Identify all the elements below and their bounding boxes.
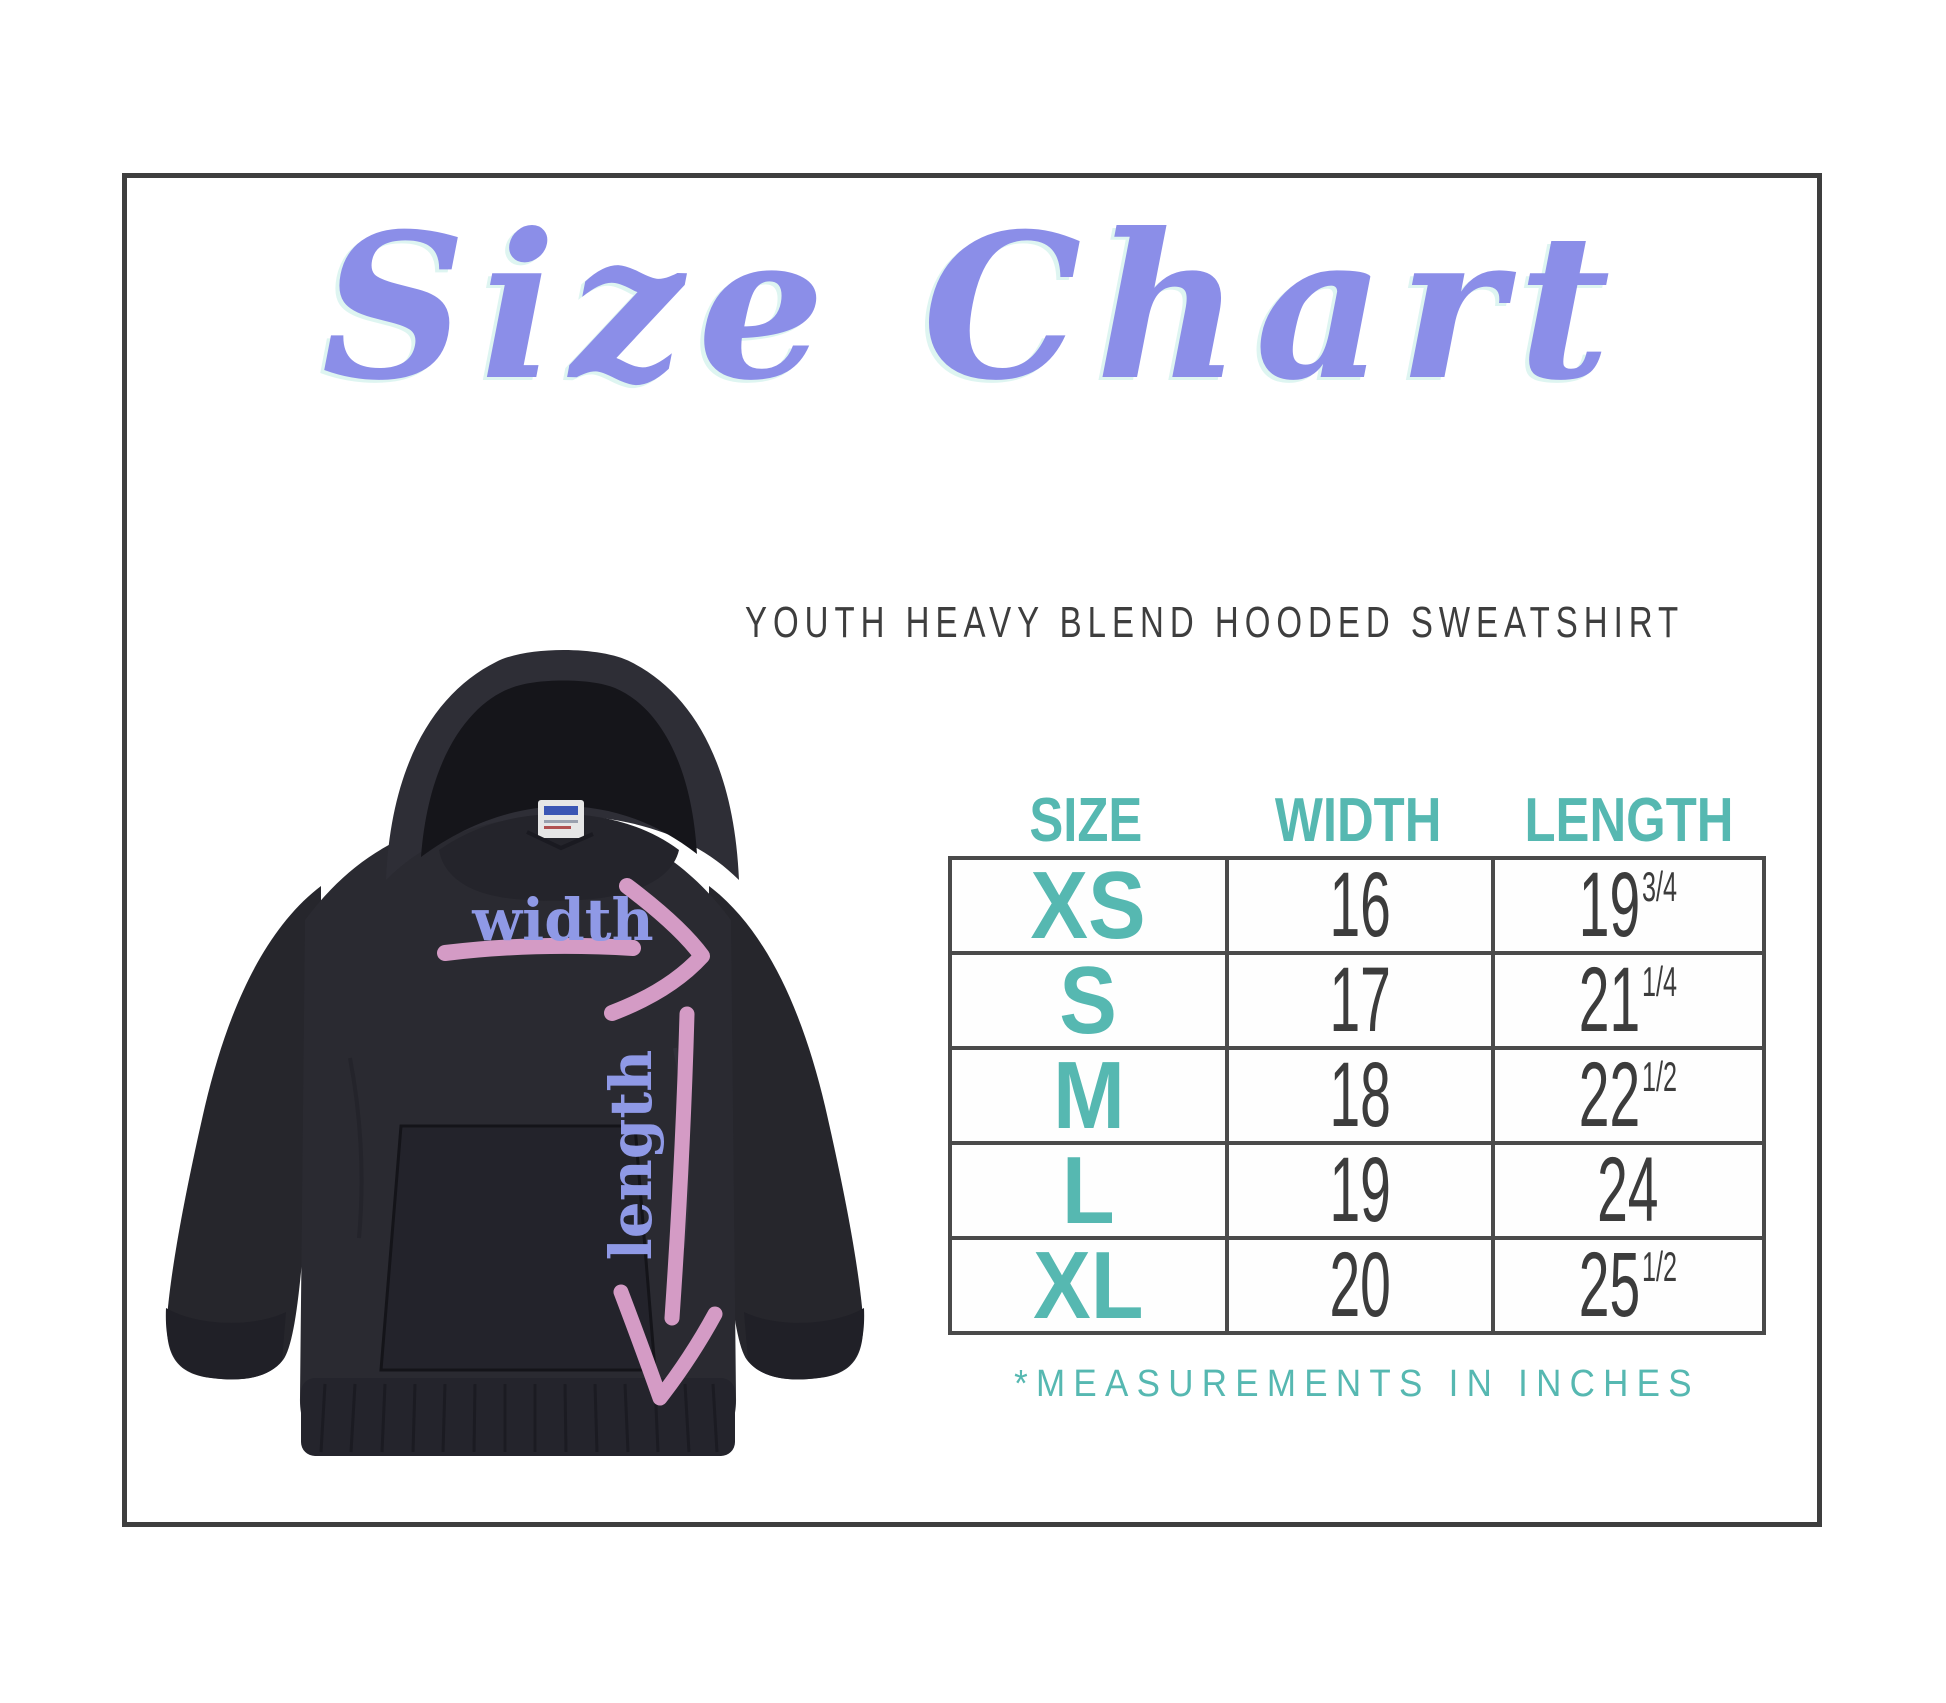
width-value: 19 xyxy=(1329,1139,1391,1241)
page-subtitle: YOUTH HEAVY BLEND HOODED SWEATSHIRT xyxy=(745,598,1685,647)
width-arrow-icon xyxy=(437,878,710,1021)
length-value: 21 xyxy=(1579,949,1641,1051)
size-value: L xyxy=(1062,1137,1115,1244)
header-size: SIZE xyxy=(1029,786,1143,855)
width-label: width xyxy=(471,886,653,954)
wrinkle-line xyxy=(348,1057,364,1239)
length-value: 19 xyxy=(1579,854,1641,956)
size-value: XL xyxy=(1033,1232,1144,1339)
table-row-m: M 18 22 1/2 xyxy=(952,1042,1762,1149)
page-title: Size Chart xyxy=(321,190,1625,425)
hoodie-diagram: width length xyxy=(135,628,895,1468)
measurements-footnote: *MEASUREMENTS IN INCHES xyxy=(1014,1363,1700,1405)
width-value: 16 xyxy=(1329,854,1391,956)
header-width: WIDTH xyxy=(1274,786,1442,855)
hoodie-right-cuff xyxy=(744,1308,865,1380)
length-value: 25 xyxy=(1579,1234,1641,1336)
length-fraction: 1/2 xyxy=(1642,1243,1678,1290)
size-table-header-row: SIZE WIDTH LENGTH xyxy=(948,776,1766,856)
size-value: S xyxy=(1059,947,1118,1054)
table-row-xs: XS 16 19 3/4 xyxy=(952,852,1762,959)
neck-tag xyxy=(538,800,584,838)
table-row-s: S 17 21 1/4 xyxy=(952,947,1762,1054)
length-fraction: 3/4 xyxy=(1642,863,1678,910)
chest-seam xyxy=(526,830,594,851)
length-fraction: 1/2 xyxy=(1642,1053,1678,1100)
hoodie-right-sleeve xyxy=(709,886,864,1380)
hoodie-image: width length xyxy=(165,650,865,1456)
length-fraction: 1/4 xyxy=(1642,958,1678,1005)
width-value: 17 xyxy=(1329,949,1391,1051)
hem-ribbing xyxy=(319,1383,719,1453)
length-label: length xyxy=(597,1050,665,1261)
header-length: LENGTH xyxy=(1524,786,1734,855)
width-value: 18 xyxy=(1329,1044,1391,1146)
hoodie-left-sleeve xyxy=(166,886,321,1380)
length-value: 24 xyxy=(1596,1139,1659,1241)
length-value: 22 xyxy=(1579,1044,1641,1146)
length-arrow-icon xyxy=(613,1006,723,1406)
table-row-l: L 19 24 xyxy=(952,1137,1762,1244)
size-value: XS xyxy=(1030,852,1147,959)
size-table-panel: SIZE WIDTH LENGTH XS 16 19 3/4 S 17 21 1/4… xyxy=(948,776,1766,1406)
table-row-xl: XL 20 25 1/2 xyxy=(952,1232,1762,1339)
size-value: M xyxy=(1052,1042,1125,1149)
hoodie-hood xyxy=(386,650,739,901)
width-value: 20 xyxy=(1329,1234,1391,1336)
size-table: XS 16 19 3/4 S 17 21 1/4 M 18 22 1/2 L 19 2… xyxy=(948,856,1766,1335)
hoodie-left-cuff xyxy=(165,1308,286,1380)
